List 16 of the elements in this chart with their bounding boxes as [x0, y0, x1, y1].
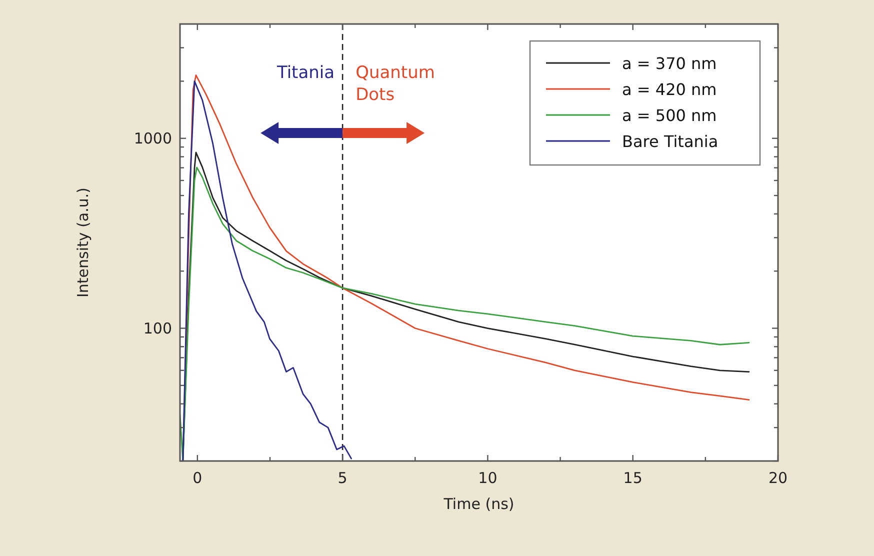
legend-label: a = 420 nm: [622, 80, 717, 99]
legend-label: a = 500 nm: [622, 106, 717, 125]
annotation: Quantum Dots: [356, 63, 435, 105]
legend-label: Bare Titania: [622, 132, 718, 151]
y-tick-label: 1000: [134, 129, 172, 148]
x-tick-label: 20: [768, 469, 788, 487]
x-tick-label: 0: [192, 469, 202, 487]
x-tick-label: 15: [623, 469, 642, 487]
y-axis-title: Intensity (a.u.): [74, 188, 92, 298]
line-series: [182, 80, 352, 461]
x-axis-title: Time (ns): [442, 495, 514, 513]
x-tick-label: 10: [478, 469, 498, 487]
y-tick-label: 100: [143, 319, 172, 338]
x-tick-label: 5: [338, 469, 348, 487]
annotation: Titania: [276, 63, 335, 83]
legend-label: a = 370 nm: [622, 54, 717, 73]
